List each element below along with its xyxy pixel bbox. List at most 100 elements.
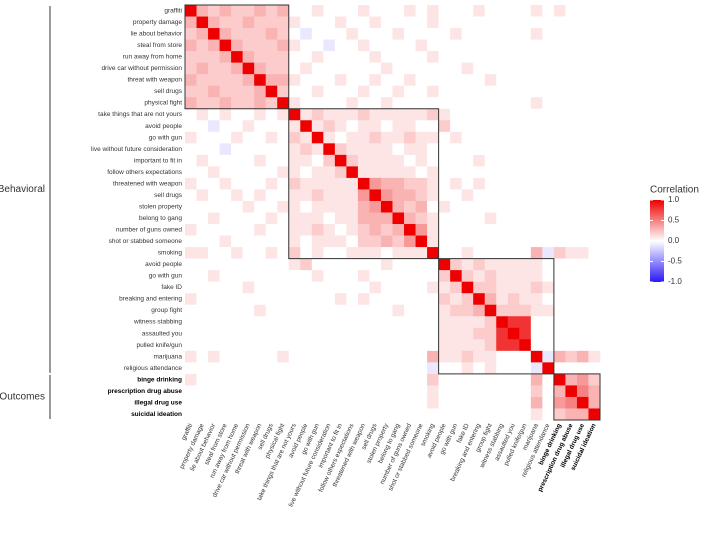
heatmap-cell [461,224,474,236]
heatmap-cell [530,120,543,133]
heatmap-cell [288,189,301,202]
heatmap-cell [530,396,543,409]
heatmap-cell [404,97,416,110]
heatmap-cell [484,247,497,259]
heatmap-cell [254,350,266,363]
heatmap-cell [334,143,347,156]
heatmap-cell [404,224,416,236]
heatmap-cell [311,108,324,121]
heatmap-cell [530,131,543,144]
heatmap-cell [231,189,243,202]
heatmap-cell [415,200,428,213]
heatmap-cell [369,131,382,144]
heatmap-cell [334,120,347,133]
heatmap-cell [519,74,532,86]
heatmap-cell [357,408,370,421]
heatmap-cell [496,293,509,306]
heatmap-cell [277,373,290,386]
heatmap-cell [404,304,416,317]
heatmap-cell [196,247,209,259]
heatmap-cell [242,16,255,29]
heatmap-cell [208,131,220,144]
heatmap-cell [323,108,336,121]
heatmap-cell [231,85,243,98]
heatmap-cell [519,39,532,52]
heatmap-cell [300,385,313,398]
heatmap-cell [380,270,393,282]
heatmap-cell [254,362,266,375]
heatmap-cell [380,327,393,340]
row-label: go with gun [149,134,183,141]
heatmap-cell [231,74,243,86]
heatmap-cell [357,51,370,63]
heatmap-cell [496,74,509,86]
heatmap-cell [357,154,370,167]
heatmap-cell [231,5,243,17]
heatmap-cell [254,189,266,202]
heatmap-cell [242,97,255,110]
heatmap-cell [392,143,405,156]
heatmap-cell [265,5,278,17]
heatmap-cell [196,224,209,236]
heatmap-cell [196,362,209,375]
heatmap-cell [496,16,509,29]
heatmap-cell [311,154,324,167]
heatmap-cell [380,200,393,213]
heatmap-cell [265,362,278,375]
heatmap-cell [404,131,416,144]
heatmap-cell [392,51,405,63]
row-label: prescription drug abuse [108,388,183,395]
heatmap-cell [542,362,555,375]
heatmap-cell [576,85,589,98]
heatmap-cell [300,166,313,179]
heatmap-cell [380,224,393,236]
heatmap-cell [196,28,209,40]
heatmap-cell [254,385,266,398]
heatmap-cell [300,5,313,17]
row-label: sell drugs [154,88,183,95]
heatmap-cell [519,51,532,63]
heatmap-cell [576,51,589,63]
heatmap-cell [438,235,451,248]
heatmap-cell [380,304,393,317]
heatmap-cell [576,177,589,190]
heatmap-cell [576,5,589,17]
heatmap-cell [427,224,439,236]
heatmap-cell [277,108,290,121]
heatmap-cell [461,189,474,202]
heatmap-cell [196,51,209,63]
heatmap-cell [323,154,336,167]
heatmap-cell [427,235,439,248]
heatmap-cell [415,396,428,409]
row-label: stolen property [139,203,183,210]
heatmap-cell [553,131,566,144]
heatmap-cell [185,362,197,375]
heatmap-cell [357,258,370,271]
heatmap-cell [519,5,532,17]
heatmap-cell [323,97,336,110]
heatmap-cell [461,362,474,375]
heatmap-cell [553,327,566,340]
heatmap-cell [254,327,266,340]
heatmap-cell [450,316,462,329]
heatmap-cell [208,408,220,421]
heatmap-cell [404,373,416,386]
heatmap-cell [484,189,497,202]
heatmap-cell [427,51,439,63]
heatmap-cell [507,396,520,409]
heatmap-cell [542,385,555,398]
heatmap-cell [553,293,566,306]
row-label: threatened with weapon [113,180,182,187]
heatmap-cell [311,385,324,398]
heatmap-cell [438,16,451,29]
heatmap-cell [507,235,520,248]
heatmap-cell [254,235,266,248]
heatmap-cell [242,316,255,329]
heatmap-cell [530,327,543,340]
heatmap-cell [334,373,347,386]
heatmap-cell [542,16,555,29]
heatmap-cell [231,97,243,110]
heatmap-cell [519,177,532,190]
heatmap-cell [288,408,301,421]
heatmap-cell [231,200,243,213]
